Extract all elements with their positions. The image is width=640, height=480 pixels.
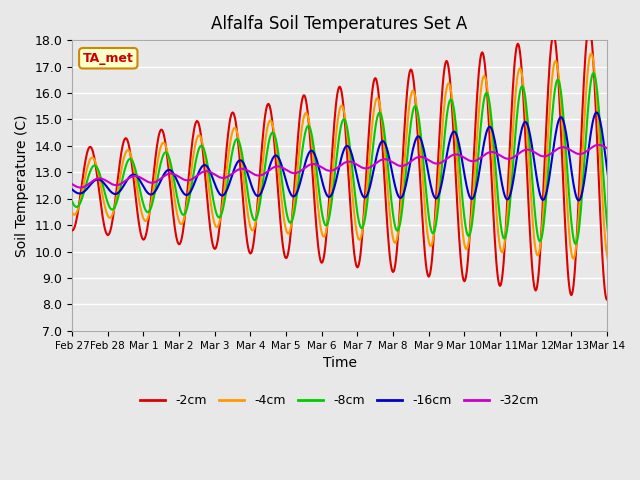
-2cm	[268, 116, 276, 122]
Y-axis label: Soil Temperature (C): Soil Temperature (C)	[15, 114, 29, 257]
-32cm	[630, 140, 638, 145]
-16cm	[240, 161, 248, 167]
-32cm	[638, 143, 640, 148]
Text: TA_met: TA_met	[83, 52, 134, 65]
-32cm	[77, 185, 84, 191]
-4cm	[638, 249, 640, 255]
-16cm	[68, 187, 76, 192]
-8cm	[268, 130, 276, 136]
-2cm	[416, 168, 424, 174]
-8cm	[625, 63, 633, 69]
-8cm	[638, 212, 640, 218]
Line: -16cm: -16cm	[72, 108, 640, 201]
-2cm	[68, 228, 76, 233]
-2cm	[638, 300, 640, 306]
-16cm	[290, 193, 298, 199]
-4cm	[240, 177, 248, 183]
-2cm	[240, 205, 248, 211]
-8cm	[290, 213, 298, 219]
-2cm	[290, 196, 298, 202]
Line: -8cm: -8cm	[72, 66, 640, 247]
-16cm	[611, 198, 618, 204]
-4cm	[268, 120, 276, 125]
Line: -4cm: -4cm	[72, 46, 640, 262]
-4cm	[416, 138, 424, 144]
-32cm	[136, 174, 143, 180]
-16cm	[638, 157, 640, 163]
-16cm	[448, 132, 456, 137]
-32cm	[291, 170, 298, 176]
-16cm	[268, 157, 276, 163]
-4cm	[135, 196, 143, 202]
-4cm	[623, 43, 631, 49]
-32cm	[68, 181, 76, 187]
Line: -2cm: -2cm	[72, 18, 640, 303]
-2cm	[135, 221, 143, 227]
-2cm	[448, 100, 456, 106]
-4cm	[290, 206, 298, 212]
Legend: -2cm, -4cm, -8cm, -16cm, -32cm: -2cm, -4cm, -8cm, -16cm, -32cm	[135, 389, 544, 412]
-2cm	[621, 15, 628, 21]
Line: -32cm: -32cm	[72, 143, 640, 188]
-32cm	[449, 152, 456, 158]
-4cm	[68, 210, 76, 216]
Title: Alfalfa Soil Temperatures Set A: Alfalfa Soil Temperatures Set A	[211, 15, 468, 33]
-8cm	[607, 244, 615, 250]
-8cm	[416, 122, 424, 128]
-4cm	[605, 259, 613, 264]
-8cm	[240, 161, 248, 167]
-32cm	[417, 154, 424, 160]
-16cm	[416, 134, 424, 140]
-32cm	[241, 166, 248, 172]
X-axis label: Time: Time	[323, 356, 356, 370]
-8cm	[68, 199, 76, 204]
-8cm	[448, 97, 456, 103]
-4cm	[448, 93, 456, 98]
-32cm	[269, 165, 276, 171]
-16cm	[135, 176, 143, 182]
-16cm	[628, 105, 636, 110]
-8cm	[135, 182, 143, 188]
